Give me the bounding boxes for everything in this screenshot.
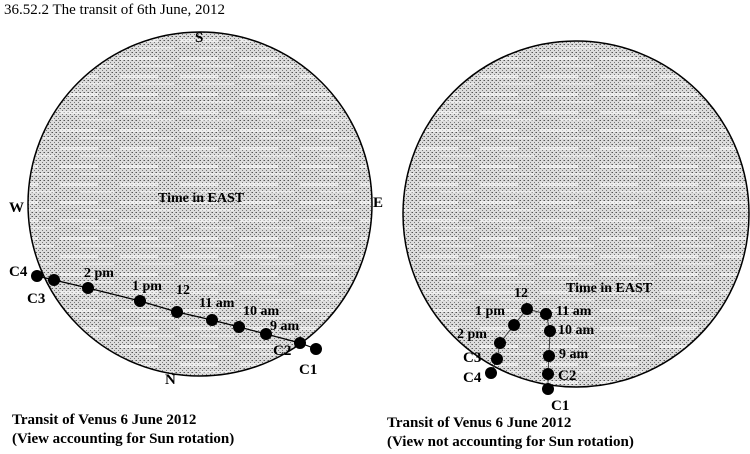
right-caption-line2: (View not accounting for Sun rotation)	[387, 434, 634, 450]
left-venus-c4	[31, 270, 43, 282]
right-venus-2pm	[494, 337, 506, 349]
right-venus-c3	[491, 353, 503, 365]
left-sun-texture	[29, 33, 371, 375]
right-transit-path	[490, 308, 551, 389]
right-venus-1pm	[508, 319, 520, 331]
right-sun-texture	[404, 42, 748, 386]
right-venus-c1	[542, 383, 554, 395]
right-venus-c4	[485, 367, 497, 379]
right-label-c4: C4	[463, 370, 482, 386]
left-compass-north: N	[165, 372, 176, 388]
left-caption-line2: (View accounting for Sun rotation)	[12, 431, 234, 447]
left-venus-9am	[260, 328, 272, 340]
left-label-9am: 9 am	[270, 319, 300, 334]
left-label-10am: 10 am	[243, 304, 280, 319]
right-venus-12	[521, 303, 533, 315]
right-time-zone-label: Time in EAST	[566, 281, 653, 296]
right-venus-10am	[544, 325, 556, 337]
right-venus-9am	[543, 350, 555, 362]
left-venus-c1	[310, 343, 322, 355]
left-label-1pm: 1 pm	[132, 279, 162, 294]
left-label-11am: 11 am	[199, 296, 235, 311]
left-label-c2: C2	[273, 343, 291, 359]
left-compass-east: E	[373, 195, 383, 211]
right-label-1pm: 1 pm	[475, 304, 505, 319]
right-label-c2: C2	[558, 368, 576, 384]
right-label-c3: C3	[463, 350, 481, 366]
right-label-c1: C1	[551, 398, 569, 414]
left-venus-c2	[294, 337, 306, 349]
left-venus-12	[171, 306, 183, 318]
right-label-11am: 11 am	[556, 304, 592, 319]
left-label-c1: C1	[299, 362, 317, 378]
right-venus-c2	[542, 368, 554, 380]
left-compass-south: S	[195, 30, 203, 46]
page-title: 36.52.2 The transit of 6th June, 2012	[4, 2, 225, 18]
left-time-zone-label: Time in EAST	[158, 191, 245, 206]
left-transit-path	[36, 275, 317, 350]
right-venus-11am	[540, 308, 552, 320]
left-venus-1pm	[134, 295, 146, 307]
left-label-2pm: 2 pm	[84, 266, 114, 281]
left-label-c3: C3	[27, 291, 45, 307]
right-label-9am: 9 am	[559, 347, 589, 362]
left-venus-10am	[233, 321, 245, 333]
left-label-12: 12	[176, 283, 190, 298]
left-label-c4: C4	[9, 264, 28, 280]
left-caption-line1: Transit of Venus 6 June 2012	[12, 412, 196, 428]
right-label-2pm: 2 pm	[457, 327, 487, 342]
left-venus-2pm	[82, 282, 94, 294]
left-compass-west: W	[9, 200, 24, 216]
right-label-10am: 10 am	[558, 323, 595, 338]
right-label-12: 12	[514, 286, 528, 301]
left-panel: S N W E Time in EAST C4 C3 2 pm 1 pm 12 …	[9, 30, 383, 447]
right-caption-line1: Transit of Venus 6 June 2012	[387, 415, 571, 431]
right-panel: Time in EAST C4 C3 2 pm 1 pm 12 11 am 10…	[387, 40, 750, 450]
left-venus-11am	[206, 314, 218, 326]
left-venus-c3	[48, 274, 60, 286]
